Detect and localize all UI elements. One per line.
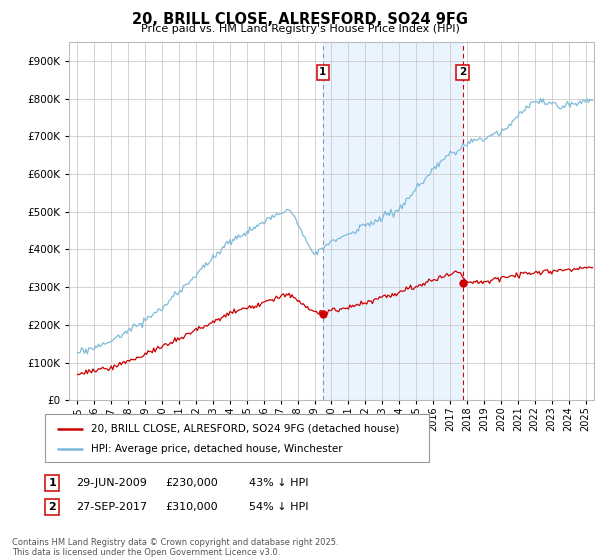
Text: HPI: Average price, detached house, Winchester: HPI: Average price, detached house, Winc… xyxy=(91,444,343,454)
Text: 2: 2 xyxy=(459,67,466,77)
Text: 43% ↓ HPI: 43% ↓ HPI xyxy=(249,478,308,488)
Text: £230,000: £230,000 xyxy=(165,478,218,488)
Text: Contains HM Land Registry data © Crown copyright and database right 2025.
This d: Contains HM Land Registry data © Crown c… xyxy=(12,538,338,557)
Text: 2: 2 xyxy=(49,502,56,512)
Text: 1: 1 xyxy=(49,478,56,488)
Text: 27-SEP-2017: 27-SEP-2017 xyxy=(76,502,148,512)
Text: 1: 1 xyxy=(319,67,326,77)
Text: 54% ↓ HPI: 54% ↓ HPI xyxy=(249,502,308,512)
Text: Price paid vs. HM Land Registry's House Price Index (HPI): Price paid vs. HM Land Registry's House … xyxy=(140,24,460,34)
Text: 29-JUN-2009: 29-JUN-2009 xyxy=(76,478,147,488)
Text: 20, BRILL CLOSE, ALRESFORD, SO24 9FG (detached house): 20, BRILL CLOSE, ALRESFORD, SO24 9FG (de… xyxy=(91,424,400,433)
Bar xyxy=(323,42,463,400)
Text: 20, BRILL CLOSE, ALRESFORD, SO24 9FG: 20, BRILL CLOSE, ALRESFORD, SO24 9FG xyxy=(132,12,468,27)
Text: £310,000: £310,000 xyxy=(165,502,218,512)
